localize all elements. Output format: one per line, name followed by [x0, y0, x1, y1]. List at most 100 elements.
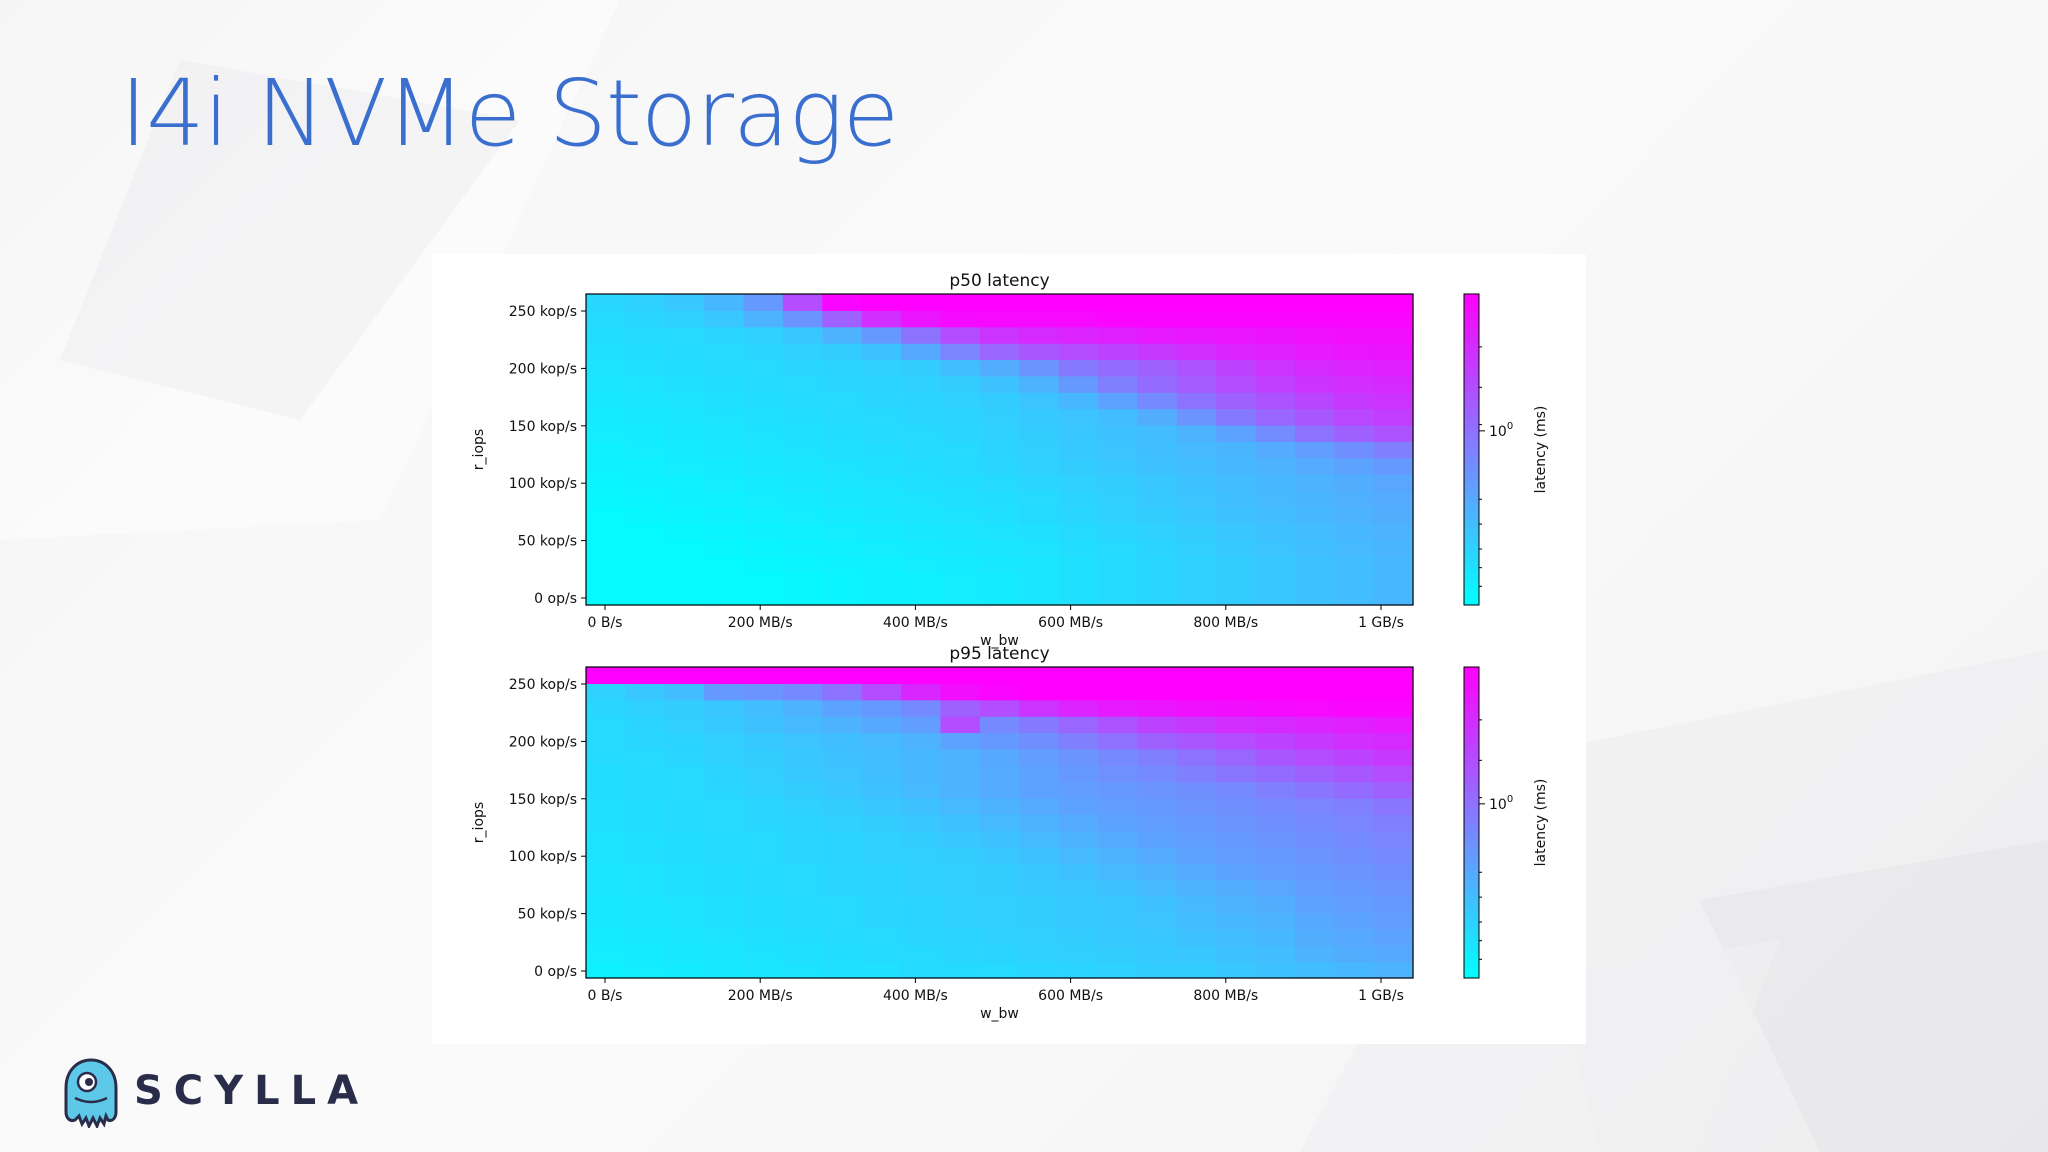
heatmap-cell [1373, 441, 1414, 459]
heatmap-cell [822, 863, 863, 881]
heatmap-cell [1294, 781, 1335, 799]
heatmap-cell [1373, 588, 1414, 606]
heatmap-cell [1294, 716, 1335, 734]
x-axis-label: w_bw [980, 633, 1019, 649]
heatmap-cell [861, 424, 902, 442]
heatmap-cell [1255, 375, 1296, 393]
heatmap-cell [1097, 667, 1138, 684]
heatmap-cell [901, 555, 942, 573]
heatmap-cell [743, 748, 784, 766]
heatmap-cell [861, 765, 902, 783]
heatmap-cell [1097, 523, 1138, 541]
heatmap-cell [1137, 896, 1178, 914]
heatmap-cell [1137, 424, 1178, 442]
heatmap-cell [1097, 830, 1138, 848]
heatmap-cell [861, 781, 902, 799]
heatmap-cell [704, 748, 745, 766]
heatmap-cell [822, 343, 863, 361]
heatmap-cell [1176, 441, 1217, 459]
heatmap-cell [1334, 408, 1375, 426]
heatmap-cell [664, 474, 705, 492]
heatmap-cell [1216, 732, 1257, 750]
heatmap-cell [1334, 490, 1375, 508]
heatmap-cell [782, 912, 823, 930]
heatmap-cell [1058, 572, 1099, 590]
heatmap-cell [861, 945, 902, 963]
heatmap-cell [1097, 375, 1138, 393]
heatmap-cell [1216, 326, 1257, 344]
heatmap-cell [743, 961, 784, 979]
heatmap-cell [743, 490, 784, 508]
heatmap-cell [1373, 781, 1414, 799]
heatmap-cell [979, 392, 1020, 410]
heatmap-cell [1176, 408, 1217, 426]
heatmap-cell [822, 588, 863, 606]
heatmap-cell [979, 732, 1020, 750]
heatmap-cell [1058, 879, 1099, 897]
heatmap-cell [1255, 392, 1296, 410]
heatmap-cell [1019, 408, 1060, 426]
heatmap-cell [1176, 797, 1217, 815]
heatmap-cell [1137, 359, 1178, 377]
heatmap-cell [979, 683, 1020, 701]
heatmap-cell [664, 392, 705, 410]
heatmap-cell [979, 863, 1020, 881]
heatmap-cell [586, 441, 626, 459]
heatmap-cell [782, 588, 823, 606]
heatmap-cell [625, 392, 666, 410]
heatmap-cell [1294, 961, 1335, 979]
heatmap-cell [1058, 294, 1099, 311]
heatmap-cell [940, 732, 981, 750]
heatmap-cell [901, 945, 942, 963]
heatmap-cell [664, 375, 705, 393]
heatmap-cell [1097, 392, 1138, 410]
heatmap-cell [1097, 683, 1138, 701]
heatmap-cell [1137, 716, 1178, 734]
heatmap-cell [1137, 310, 1178, 328]
heatmap-cell [1294, 539, 1335, 557]
heatmap-cell [1255, 765, 1296, 783]
heatmap-cell [1255, 912, 1296, 930]
heatmap-cell [901, 863, 942, 881]
heatmap-cell [1255, 667, 1296, 684]
heatmap-cell [1255, 683, 1296, 701]
heatmap-cell [1137, 781, 1178, 799]
heatmap-cell [1058, 699, 1099, 717]
heatmap-cell [743, 474, 784, 492]
heatmap-cell [625, 359, 666, 377]
heatmap-cell [1334, 343, 1375, 361]
heatmap-cell [940, 424, 981, 442]
heatmap-cell [1373, 683, 1414, 701]
heatmap-cell [743, 667, 784, 684]
heatmap-cell [901, 457, 942, 475]
heatmap-cell [1019, 814, 1060, 832]
heatmap-cell [861, 359, 902, 377]
heatmap-cell [940, 310, 981, 328]
heatmap-cell [1334, 441, 1375, 459]
heatmap-cell [1334, 961, 1375, 979]
heatmap-cell [901, 343, 942, 361]
heatmap-cell [664, 699, 705, 717]
heatmap-cell [704, 781, 745, 799]
heatmap-cell [1294, 588, 1335, 606]
heatmap-cell [1334, 523, 1375, 541]
heatmap-cell [586, 490, 626, 508]
heatmap-cell [625, 765, 666, 783]
heatmap-cell [743, 781, 784, 799]
heatmap-cell [625, 506, 666, 524]
heatmap-cell [1176, 506, 1217, 524]
heatmap-cell [861, 896, 902, 914]
heatmap-cell [861, 375, 902, 393]
heatmap-cell [1019, 375, 1060, 393]
heatmap-cell [979, 879, 1020, 897]
heatmap-cell [1294, 474, 1335, 492]
heatmap-cell [743, 863, 784, 881]
heatmap-cell [1294, 441, 1335, 459]
heatmap-cell [1255, 294, 1296, 311]
heatmap-cell [1216, 474, 1257, 492]
heatmap-cell [1334, 814, 1375, 832]
heatmap-cell [1373, 523, 1414, 541]
heatmap-cell [940, 847, 981, 865]
heatmap-cell [586, 863, 626, 881]
x-tick-label: 600 MB/s [1038, 615, 1103, 631]
